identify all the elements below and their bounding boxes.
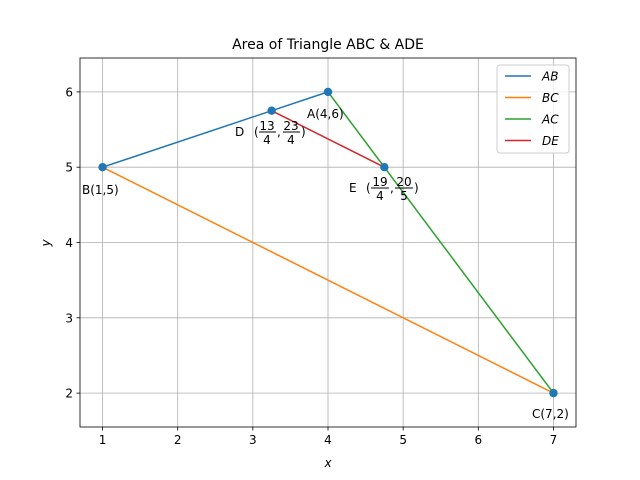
x-tick-label-4: 4 bbox=[324, 433, 332, 447]
series-line-de bbox=[271, 110, 385, 168]
series-line-ac bbox=[327, 91, 555, 394]
y-tick-label-6: 6 bbox=[65, 85, 73, 99]
label-point-d-y-denominator: 4 bbox=[287, 133, 295, 147]
point-marker-2 bbox=[549, 388, 558, 398]
label-point-e-name: E bbox=[349, 181, 357, 195]
label-point-d-name: D bbox=[235, 125, 244, 139]
legend-items: AB BC AC DE bbox=[505, 70, 559, 148]
label-point-d-x-denominator: 4 bbox=[263, 133, 271, 147]
legend-label-ac: AC bbox=[541, 113, 559, 127]
label-point-e-comma: , bbox=[390, 181, 394, 195]
x-tick-label-6: 6 bbox=[474, 433, 482, 447]
y-tick-label-2: 2 bbox=[65, 387, 73, 401]
point-marker-1 bbox=[98, 162, 107, 172]
label-point-d-x-numerator: 13 bbox=[259, 119, 274, 133]
label-point-d-open-paren: ( bbox=[254, 125, 259, 139]
y-axis-label: y bbox=[39, 239, 53, 248]
label-point-d-comma: , bbox=[277, 125, 281, 139]
x-tick-label-1: 1 bbox=[99, 433, 107, 447]
label-point-e-y-numerator: 20 bbox=[396, 175, 411, 189]
x-tick-label-5: 5 bbox=[399, 433, 407, 447]
legend-label-de: DE bbox=[542, 134, 559, 148]
legend: AB BC AC DE bbox=[496, 64, 570, 154]
label-point-d: D ( 13 4 , 23 4 ) bbox=[235, 119, 306, 147]
label-point-d-y-numerator: 23 bbox=[283, 119, 298, 133]
point-marker-0 bbox=[323, 87, 333, 97]
y-tick-label-5: 5 bbox=[65, 161, 73, 175]
label-point-e-y-denominator: 5 bbox=[400, 189, 408, 203]
label-point-e-open-paren: ( bbox=[366, 181, 371, 195]
label-point-e-x-numerator: 19 bbox=[372, 175, 387, 189]
point-marker-3 bbox=[267, 106, 276, 115]
label-point-e-x-denominator: 4 bbox=[376, 189, 384, 203]
label-point-c: C(7,2) bbox=[532, 407, 569, 421]
y-tick-label-3: 3 bbox=[65, 311, 73, 325]
x-tick-label-2: 2 bbox=[174, 433, 182, 447]
label-point-d-close-paren: ) bbox=[301, 125, 306, 139]
x-tick-label-7: 7 bbox=[550, 433, 558, 447]
series-line-bc bbox=[102, 166, 554, 394]
legend-label-bc: BC bbox=[542, 91, 559, 105]
legend-label-ab: AB bbox=[541, 70, 558, 84]
x-tick-label-3: 3 bbox=[249, 433, 257, 447]
label-point-e: E ( 19 4 , 20 5 ) bbox=[349, 175, 419, 203]
point-markers bbox=[98, 87, 558, 398]
point-marker-4 bbox=[380, 162, 389, 172]
series-lines bbox=[102, 91, 555, 394]
series-line-ab bbox=[102, 91, 329, 168]
legend-box bbox=[496, 64, 570, 154]
label-point-b: B(1,5) bbox=[82, 183, 119, 197]
chart-title: Area of Triangle ABC & ADE bbox=[232, 37, 424, 53]
x-axis-label: x bbox=[323, 456, 332, 470]
y-tick-label-4: 4 bbox=[65, 236, 73, 250]
label-point-a: A(4,6) bbox=[307, 107, 344, 121]
label-point-e-close-paren: ) bbox=[414, 181, 419, 195]
